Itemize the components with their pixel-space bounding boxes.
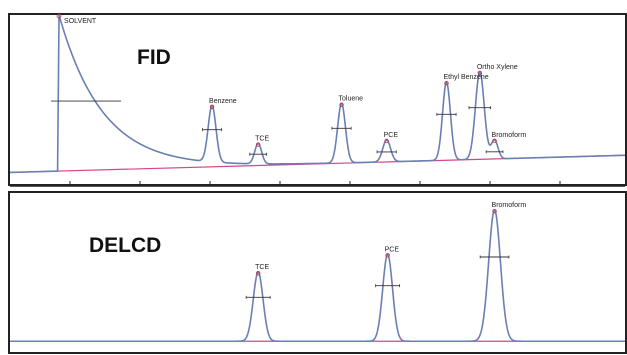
delcd-panel-frame [8, 191, 627, 354]
fid-panel-frame [8, 13, 627, 186]
peak-apex-marker [255, 142, 261, 147]
delcd-panel-label: DELCD [89, 234, 161, 257]
delcd-plot-area: TCE PCE Bromoform [10, 202, 625, 343]
delcd-panel: TCE PCE Bromoform DELCD [8, 191, 627, 354]
solvent-label: SOLVENT [64, 18, 97, 25]
peak-apex-marker [339, 102, 344, 107]
solvent-apex-marker [56, 13, 62, 19]
peak-label-bromoform: Bromoform [492, 202, 527, 209]
peak-label-ethyl-benzene: Ethyl Benzene [443, 74, 488, 81]
peak-label-bromoform: Bromoform [492, 132, 527, 139]
peak-apex-marker [492, 138, 497, 144]
peak-apex-marker [477, 70, 483, 76]
peak-label-tce: TCE [255, 264, 269, 271]
peak-apex-marker [385, 253, 390, 258]
peak-apex-marker [492, 208, 497, 214]
peak-apex-marker [384, 138, 389, 144]
peak-label-tce: TCE [255, 136, 269, 143]
peak-label-pce: PCE [385, 246, 400, 253]
peak-label-toluene: Toluene [339, 96, 364, 103]
fid-panel: SOLVENT Benzene TCE Toluene PCE Ethyl Benzene… [8, 13, 627, 187]
signal-trace [10, 209, 625, 343]
signal-trace [9, 14, 626, 174]
peak-label-pce: PCE [384, 132, 399, 139]
fid-plot-area: SOLVENT Benzene TCE Toluene PCE Ethyl Benzene… [9, 13, 626, 187]
fid-panel-label: FID [137, 46, 171, 69]
peak-apex-marker [255, 271, 261, 276]
peak-apex-marker [444, 81, 449, 86]
peak-apex-marker [209, 104, 215, 109]
peak-label-ortho-xylene: Ortho Xylene [477, 64, 518, 71]
peak-label-benzene: Benzene [209, 98, 237, 105]
